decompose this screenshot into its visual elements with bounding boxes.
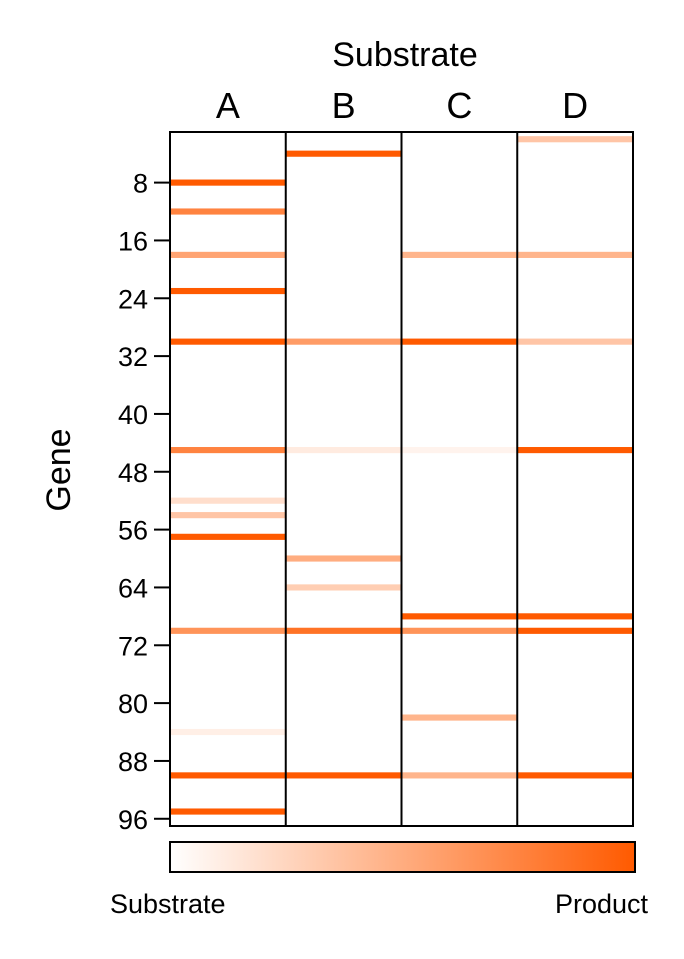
cell-B-70 [285,627,402,634]
cell-B-45 [285,447,402,454]
cell-C-45 [401,447,518,454]
cell-D-68 [517,613,633,620]
cell-C-82 [401,714,518,721]
column-labels: A B C D [216,85,588,126]
cell-A-45 [170,447,286,454]
cell-C-90 [401,772,518,779]
y-tick-label-80: 80 [118,689,148,719]
cell-C-68 [401,613,518,620]
cell-C-30 [401,338,518,345]
cell-A-57 [170,533,286,540]
cell-A-84 [170,728,286,736]
column-label-C: C [446,85,472,126]
y-tick-label-8: 8 [133,169,148,199]
y-tick-label-24: 24 [118,284,148,314]
colorbar-high-label: Product [555,889,649,919]
cell-A-12 [170,208,286,215]
y-axis: 8 16 24 32 40 48 56 64 72 80 88 96 [118,169,170,835]
column-label-D: D [562,85,588,126]
cell-D-70 [517,627,633,634]
cell-B-30 [285,338,402,345]
column-label-A: A [216,85,240,126]
cell-A-52 [170,497,286,504]
cell-A-95 [170,808,286,815]
cell-D-90 [517,772,633,779]
cell-C-70 [401,627,518,634]
y-axis-label: Gene [40,428,78,511]
cell-D-45 [517,447,633,454]
cell-A-30 [170,338,286,345]
cell-D-30 [517,338,633,345]
cell-D-18 [517,251,633,258]
cell-A-70 [170,627,286,634]
cell-A-8 [170,179,286,186]
cell-B-4 [285,150,402,157]
y-tick-label-72: 72 [118,631,148,661]
column-label-B: B [332,85,356,126]
cell-D-2 [517,136,633,143]
y-tick-label-40: 40 [118,400,148,430]
cell-B-60 [285,555,402,562]
y-tick-label-16: 16 [118,226,148,256]
column-borders [169,131,634,827]
cell-A-54 [170,512,286,519]
y-tick-label-64: 64 [118,573,148,603]
y-tick-label-96: 96 [118,805,148,835]
y-tick-label-32: 32 [118,342,148,372]
cell-A-90 [170,772,286,779]
colorbar [169,841,636,873]
cell-A-18 [170,251,286,258]
chart-title: Substrate [332,36,478,74]
cell-B-90 [285,772,402,779]
y-tick-label-88: 88 [118,747,148,777]
cell-A-23 [170,287,286,295]
cell-B-64 [285,584,402,591]
y-tick-label-48: 48 [118,458,148,488]
colorbar-low-label: Substrate [110,889,226,919]
cell-C-18 [401,251,518,258]
y-tick-label-56: 56 [118,516,148,546]
